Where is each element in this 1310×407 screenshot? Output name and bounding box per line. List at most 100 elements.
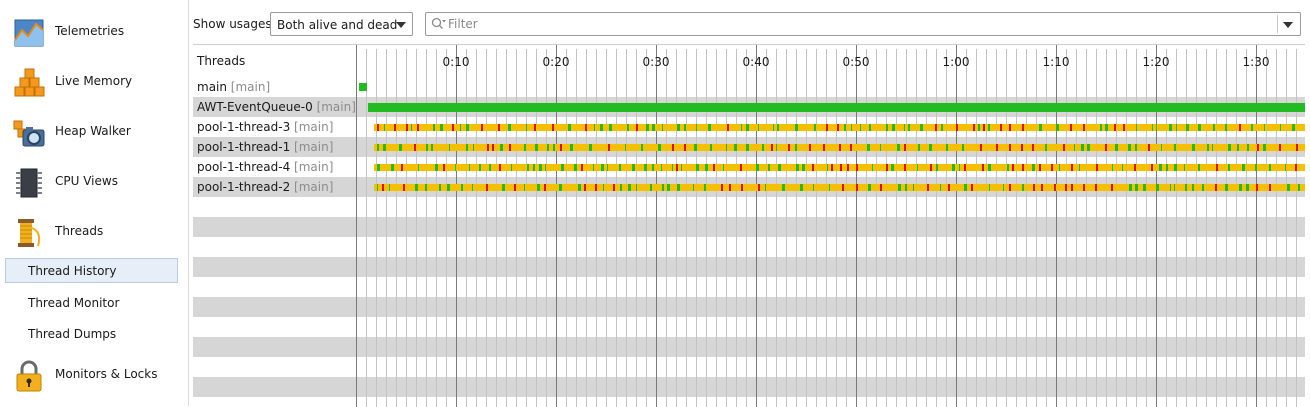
runnable-segment [646, 124, 649, 131]
runnable-segment [708, 124, 711, 131]
runnable-segment [1143, 184, 1146, 191]
thread-state-bar[interactable] [374, 164, 1305, 171]
thread-state-bar[interactable] [374, 144, 1305, 151]
thread-group-label: [main] [230, 80, 271, 94]
blocked-segment [636, 124, 638, 131]
blocked-segment [823, 144, 825, 151]
blocked-segment [1256, 184, 1258, 191]
blocked-segment [812, 164, 814, 171]
blocked-segment [377, 124, 379, 131]
runnable-segment [684, 124, 686, 131]
runnable-segment [561, 164, 564, 171]
thread-group-label: [main] [294, 120, 334, 134]
blocked-segment [1215, 184, 1217, 191]
runnable-segment [693, 184, 694, 191]
blocked-segment [1022, 124, 1024, 131]
runnable-segment [917, 164, 918, 171]
runnable-segment [746, 144, 749, 151]
runnable-segment [391, 164, 394, 171]
blocked-segment [1054, 184, 1056, 191]
runnable-segment [627, 124, 629, 131]
runnable-segment [1264, 124, 1265, 131]
runnable-segment [593, 164, 594, 171]
sidebar-item-telemetries[interactable]: Telemetries [0, 10, 188, 54]
runnable-segment [872, 164, 873, 171]
thread-name[interactable]: pool-1-thread-1 [main] [197, 137, 333, 157]
blocked-segment [886, 164, 888, 171]
runnable-segment [652, 164, 654, 171]
time-tick-label: 0:40 [742, 55, 770, 69]
thread-history-timeline[interactable]: Threads 0:10 0:20 0:30 0:40 0:50 1:00 1:10 1:20… [193, 44, 1305, 407]
blocked-segment [904, 164, 906, 171]
blocked-segment [544, 184, 546, 191]
runnable-segment [1198, 124, 1201, 131]
blocked-segment [1063, 144, 1065, 151]
chevron-down-icon[interactable] [1283, 22, 1293, 28]
show-usages-dropdown[interactable]: Both alive and dead [270, 12, 413, 36]
runnable-segment [601, 164, 604, 171]
runnable-segment [946, 144, 948, 151]
sidebar-item-label: CPU Views [55, 174, 118, 188]
sidebar-item-thread-history[interactable]: Thread History [5, 258, 178, 283]
blocked-segment [1151, 164, 1153, 171]
runnable-segment [704, 184, 706, 191]
runnable-segment [607, 164, 608, 171]
runnable-segment [1186, 124, 1189, 131]
runnable-segment [500, 144, 503, 151]
thread-name-label: pool-1-thread-1 [197, 140, 295, 154]
runnable-segment [570, 144, 573, 151]
sidebar-item-heap-walker[interactable]: Heap Walker [0, 110, 188, 154]
blocked-segment [930, 164, 932, 171]
filter-input[interactable] [448, 15, 1268, 33]
sidebar-item-monitors-locks[interactable]: Monitors & Locks [0, 353, 188, 397]
blocked-segment [401, 164, 403, 171]
filter-field[interactable] [425, 12, 1301, 36]
sidebar-item-label: Threads [55, 224, 104, 238]
runnable-segment [433, 124, 435, 131]
show-usages-label: Show usages: [193, 17, 276, 31]
runnable-segment [962, 144, 964, 151]
runnable-segment [734, 144, 737, 151]
runnable-segment [795, 124, 798, 131]
runnable-segment [411, 124, 412, 131]
time-tick-label: 0:20 [542, 55, 570, 69]
cpu-views-icon [16, 168, 42, 198]
runnable-segment [868, 184, 871, 191]
blocked-segment [1012, 164, 1014, 171]
sidebar-item-thread-monitor[interactable]: Thread Monitor [5, 290, 178, 315]
thread-name[interactable]: pool-1-thread-4 [main] [197, 157, 333, 177]
time-grid [356, 45, 1297, 407]
thread-state-bar[interactable] [368, 103, 1305, 112]
runnable-segment [929, 144, 932, 151]
thread-name[interactable]: pool-1-thread-2 [main] [197, 177, 333, 197]
runnable-segment [1136, 124, 1137, 131]
thread-name[interactable]: AWT-EventQueue-0 [main] [197, 97, 356, 117]
thread-name[interactable]: main [main] [197, 77, 270, 97]
search-icon [431, 17, 446, 29]
blocked-segment [552, 124, 554, 131]
sidebar-item-threads[interactable]: Threads [0, 210, 188, 254]
runnable-segment [508, 124, 511, 131]
thread-state-bar[interactable] [374, 124, 1305, 131]
runnable-segment [466, 124, 469, 131]
sidebar-item-live-memory[interactable]: Live Memory [0, 60, 188, 104]
sidebar-item-label: Live Memory [55, 74, 133, 88]
sidebar-item-cpu-views[interactable]: CPU Views [0, 160, 188, 204]
blocked-segment [1022, 164, 1024, 171]
runnable-segment [1022, 184, 1024, 191]
thread-state-bar[interactable] [359, 83, 367, 91]
blocked-segment [1148, 144, 1150, 151]
runnable-segment [1166, 164, 1168, 171]
blocked-segment [1009, 144, 1011, 151]
runnable-segment [662, 124, 663, 131]
runnable-segment [389, 184, 390, 191]
runnable-segment [860, 124, 861, 131]
runnable-segment [545, 164, 546, 171]
blocked-segment [414, 144, 416, 151]
blocked-segment [904, 144, 906, 151]
thread-name[interactable]: pool-1-thread-3 [main] [197, 117, 333, 137]
runnable-segment [426, 144, 428, 151]
runnable-segment [574, 164, 577, 171]
thread-state-bar[interactable] [374, 184, 1305, 191]
sidebar-item-thread-dumps[interactable]: Thread Dumps [5, 321, 178, 346]
